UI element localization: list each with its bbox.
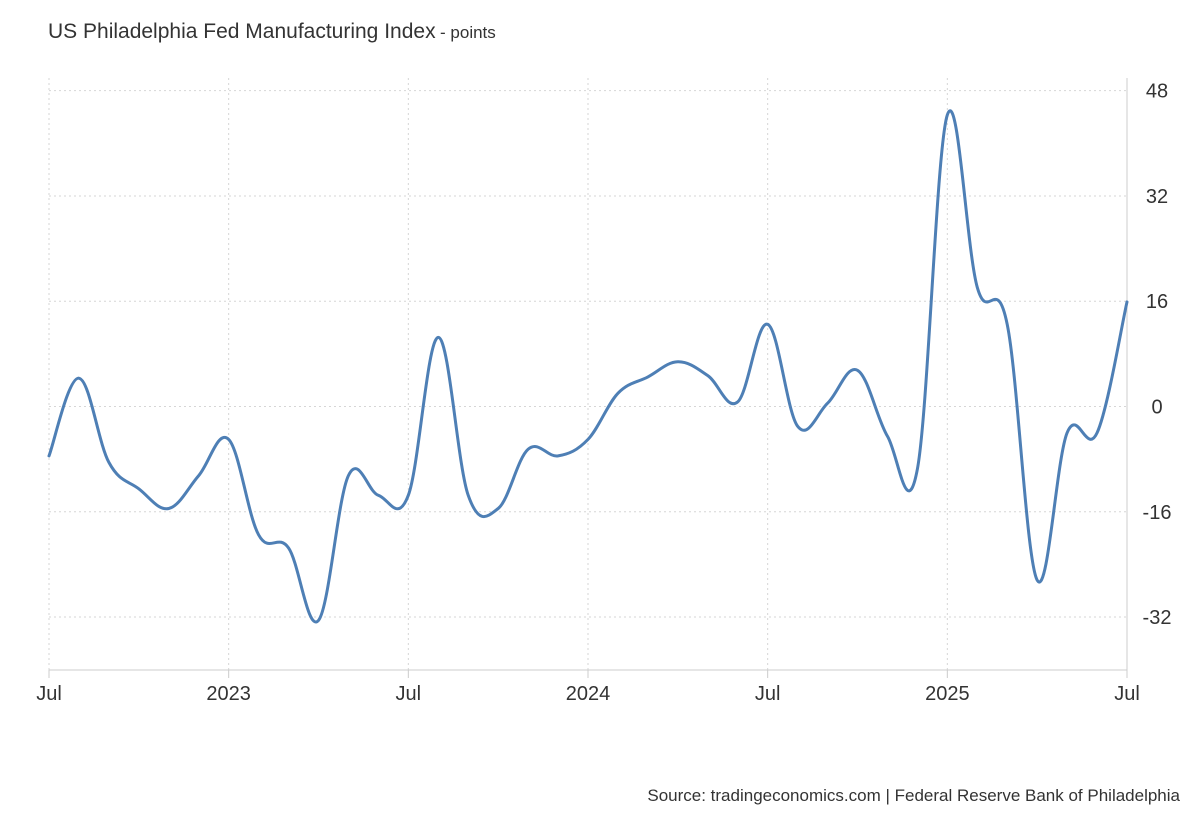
y-tick-label: 16: [1146, 291, 1168, 313]
series-group: [47, 109, 1129, 624]
y-tick-label: -32: [1143, 607, 1172, 629]
x-tick-label: 2025: [925, 683, 970, 705]
y-tick-label: -16: [1143, 502, 1172, 524]
x-tick-label: 2024: [566, 683, 611, 705]
chart-title-block: US Philadelphia Fed Manufacturing Index …: [48, 20, 496, 44]
x-tick-label: Jul: [36, 683, 62, 705]
y-tick-label: 0: [1151, 397, 1162, 419]
x-tick-label: Jul: [1114, 683, 1140, 705]
x-tick-label: 2023: [206, 683, 251, 705]
x-tick-labels: Jul 2023 Jul 2024 Jul 2025 Jul: [36, 683, 1140, 705]
axes: [48, 78, 1128, 678]
series-line: [47, 109, 1129, 624]
x-tick-label: Jul: [755, 683, 781, 705]
chart-subtitle: - points: [440, 23, 496, 42]
y-tick-label: 32: [1146, 186, 1168, 208]
source-credit: Source: tradingeconomics.com | Federal R…: [647, 786, 1180, 805]
x-tick-label: Jul: [396, 683, 422, 705]
y-tick-labels: 48 32 16 0 -16 -32: [1143, 81, 1172, 629]
y-tick-label: 48: [1146, 81, 1168, 103]
chart-title: US Philadelphia Fed Manufacturing Index: [48, 20, 436, 43]
grid-lines: [48, 78, 1128, 670]
